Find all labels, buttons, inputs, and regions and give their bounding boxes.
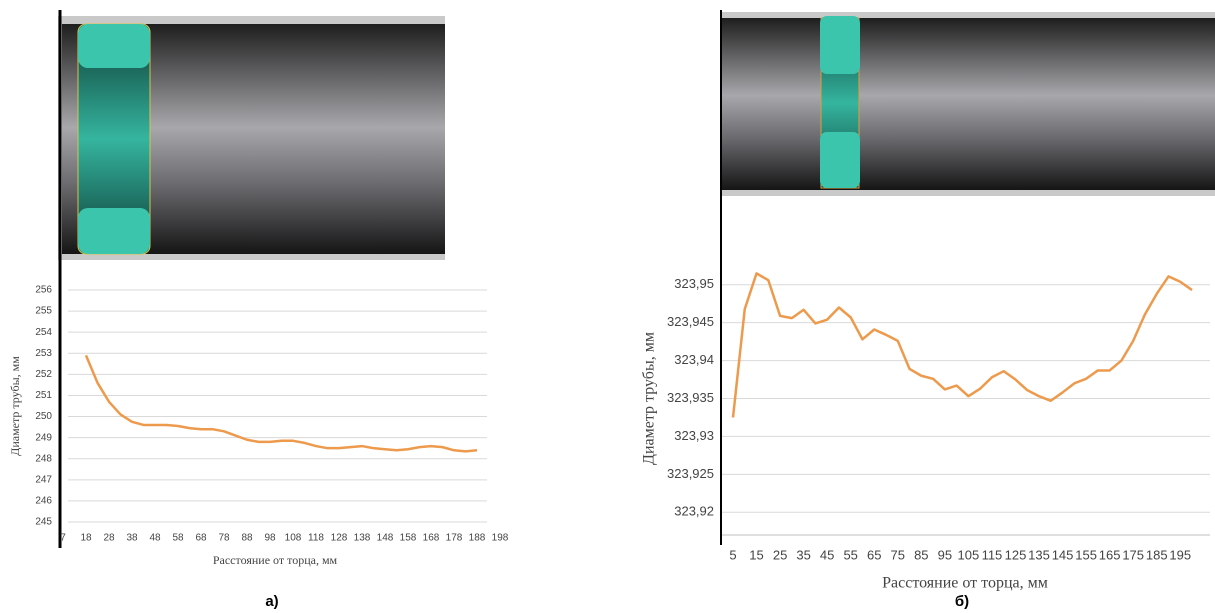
data-line [733,273,1192,417]
y-tick-label: 255 [35,306,52,317]
x-tick-label: 95 [938,547,952,562]
y-tick-label: 323,92 [674,504,714,519]
y-tick-label: 249 [35,432,52,443]
x-tick-label: 145 [1052,547,1074,562]
y-axis-label: Диаметр трубы, мм [8,356,22,456]
y-tick-label: 250 [35,411,52,422]
x-tick-label: 158 [400,533,417,544]
x-tick-label: 188 [469,533,486,544]
x-tick-label: 55 [843,547,857,562]
y-tick-label: 254 [35,327,52,338]
x-tick-label: 58 [172,533,184,544]
x-tick-label: 78 [218,533,230,544]
y-axis-label: Диаметр трубы, мм [641,332,658,465]
x-tick-label: 25 [773,547,787,562]
x-tick-label: 68 [195,533,207,544]
x-tick-label: 148 [377,533,394,544]
x-axis-label: Расстояние от торца, мм [213,553,338,567]
y-tick-label: 256 [35,285,52,296]
x-tick-label: 5 [729,547,736,562]
x-tick-label: 178 [446,533,463,544]
x-tick-label: 135 [1028,547,1050,562]
y-tick-label: 248 [35,453,52,464]
y-tick-label: 323,93 [674,428,714,443]
x-tick-label: 138 [354,533,371,544]
y-tick-label: 252 [35,369,52,380]
x-tick-label: 38 [126,533,138,544]
x-axis-label: Расстояние от торца, мм [882,575,1048,592]
x-tick-label: 88 [241,533,253,544]
x-tick-label: 15 [749,547,763,562]
x-tick-label: 198 [492,533,509,544]
x-tick-label: 28 [103,533,115,544]
x-tick-label: 155 [1075,547,1097,562]
y-tick-label: 253 [35,348,52,359]
x-tick-label: 175 [1122,547,1144,562]
x-tick-label: 85 [914,547,928,562]
y-tick-label: 247 [35,474,52,485]
x-tick-label: 65 [867,547,881,562]
x-tick-label: 75 [891,547,905,562]
y-tick-label: 323,945 [667,314,714,329]
x-tick-label: 185 [1146,547,1168,562]
x-tick-label: 18 [80,533,92,544]
data-line [86,355,477,451]
pipe-render-a [58,16,445,260]
pipe-render-b [720,12,1215,196]
x-tick-label: 45 [820,547,834,562]
y-tick-label: 323,95 [674,276,714,291]
x-tick-label: 48 [149,533,161,544]
x-tick-label: 168 [423,533,440,544]
x-tick-label: 195 [1169,547,1191,562]
y-tick-label: 251 [35,390,52,401]
x-tick-label: 98 [264,533,276,544]
x-tick-label: 7 [60,533,66,544]
x-tick-label: 165 [1099,547,1121,562]
x-tick-label: 105 [958,547,980,562]
x-tick-label: 125 [1005,547,1027,562]
x-tick-label: 118 [308,533,324,544]
y-tick-label: 245 [35,517,52,528]
y-tick-label: 323,925 [667,466,714,481]
y-tick-label: 323,935 [667,390,714,405]
y-tick-label: 323,94 [674,352,714,367]
x-tick-label: 128 [331,533,348,544]
caption: а) [265,593,278,610]
y-tick-label: 246 [35,496,52,507]
x-tick-label: 115 [982,547,1003,562]
figure: 2452462472482492502512522532542552567182… [0,0,1215,613]
x-tick-label: 108 [285,533,302,544]
caption: б) [955,593,969,610]
x-tick-label: 35 [796,547,810,562]
